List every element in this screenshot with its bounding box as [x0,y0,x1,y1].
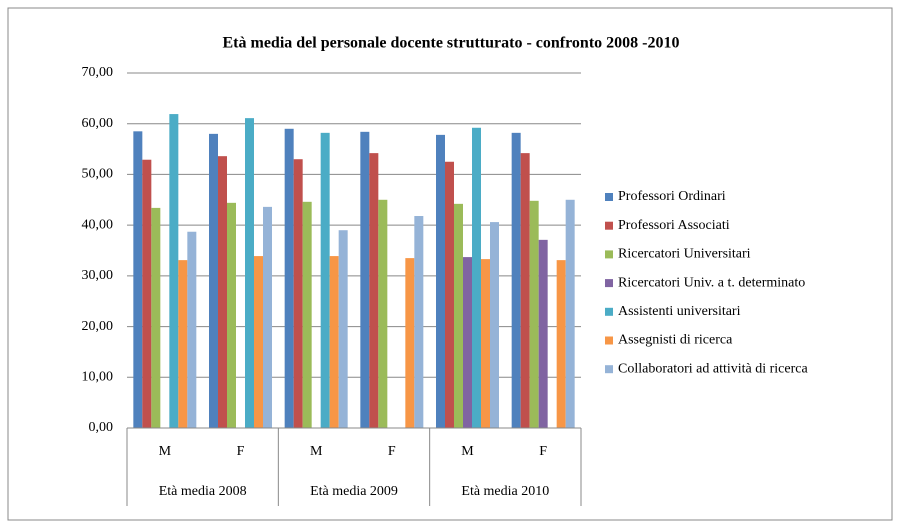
bar [520,153,530,428]
bar [293,159,303,428]
y-tick-label: 20,00 [82,319,114,334]
bar [463,257,472,428]
bar [218,156,227,428]
x-tick-label: M [310,444,323,459]
bar [284,128,294,429]
bar [529,200,539,428]
bar [445,161,454,428]
bar [405,258,415,428]
bar [454,203,463,428]
bar [178,260,188,428]
legend-swatch [605,365,613,374]
bar [133,131,143,429]
bar [511,132,521,429]
legend-swatch [605,307,613,316]
legend-swatch [605,336,613,345]
bar [436,134,445,428]
legend-swatch [605,279,613,288]
legend-label: Assegnisti di ricerca [618,333,733,348]
bar [369,153,379,428]
x-tick-label: M [461,444,474,459]
bar [209,133,218,428]
bar [472,127,481,429]
legend-swatch [605,221,613,230]
y-tick-label: 0,00 [89,420,114,435]
legend-label: Collaboratori ad attività di ricerca [618,361,808,376]
bar [142,159,152,428]
chart-title: Età media del personale docente struttur… [223,35,680,52]
x-tick-label: F [539,444,547,459]
bar [378,199,388,428]
y-tick-label: 70,00 [82,65,114,80]
bar [227,202,236,428]
group-label: Età media 2009 [310,484,398,499]
y-tick-label: 40,00 [82,217,114,232]
bar [151,207,161,428]
group-label: Età media 2008 [159,484,247,499]
bar [329,256,339,428]
bar [320,132,330,429]
y-tick-label: 60,00 [82,116,114,131]
bar [538,239,548,428]
bar [169,114,179,428]
bar [414,216,424,428]
legend-label: Ricercatori Universitari [618,247,751,262]
bar [565,199,575,428]
legend-swatch [605,250,613,259]
x-tick-label: F [237,444,245,459]
y-tick-label: 50,00 [82,167,114,182]
bar [338,230,348,428]
bar [556,260,566,428]
bar [302,201,312,428]
y-tick-label: 30,00 [82,268,114,283]
x-tick-label: M [159,444,172,459]
bar [263,206,272,428]
legend-label: Professori Ordinari [618,189,726,204]
bar [481,259,490,428]
legend-label: Ricercatori Univ. a t. determinato [618,275,805,290]
bar [360,131,370,429]
bar [245,118,254,428]
legend-swatch [605,193,613,201]
legend-label: Professori Associati [618,218,730,233]
group-label: Età media 2010 [461,484,549,499]
legend-label: Assistenti universitari [618,304,741,319]
bar [254,256,263,428]
y-tick-label: 10,00 [82,370,114,385]
bar [490,222,499,428]
x-tick-label: F [388,444,396,459]
bar [187,231,197,428]
